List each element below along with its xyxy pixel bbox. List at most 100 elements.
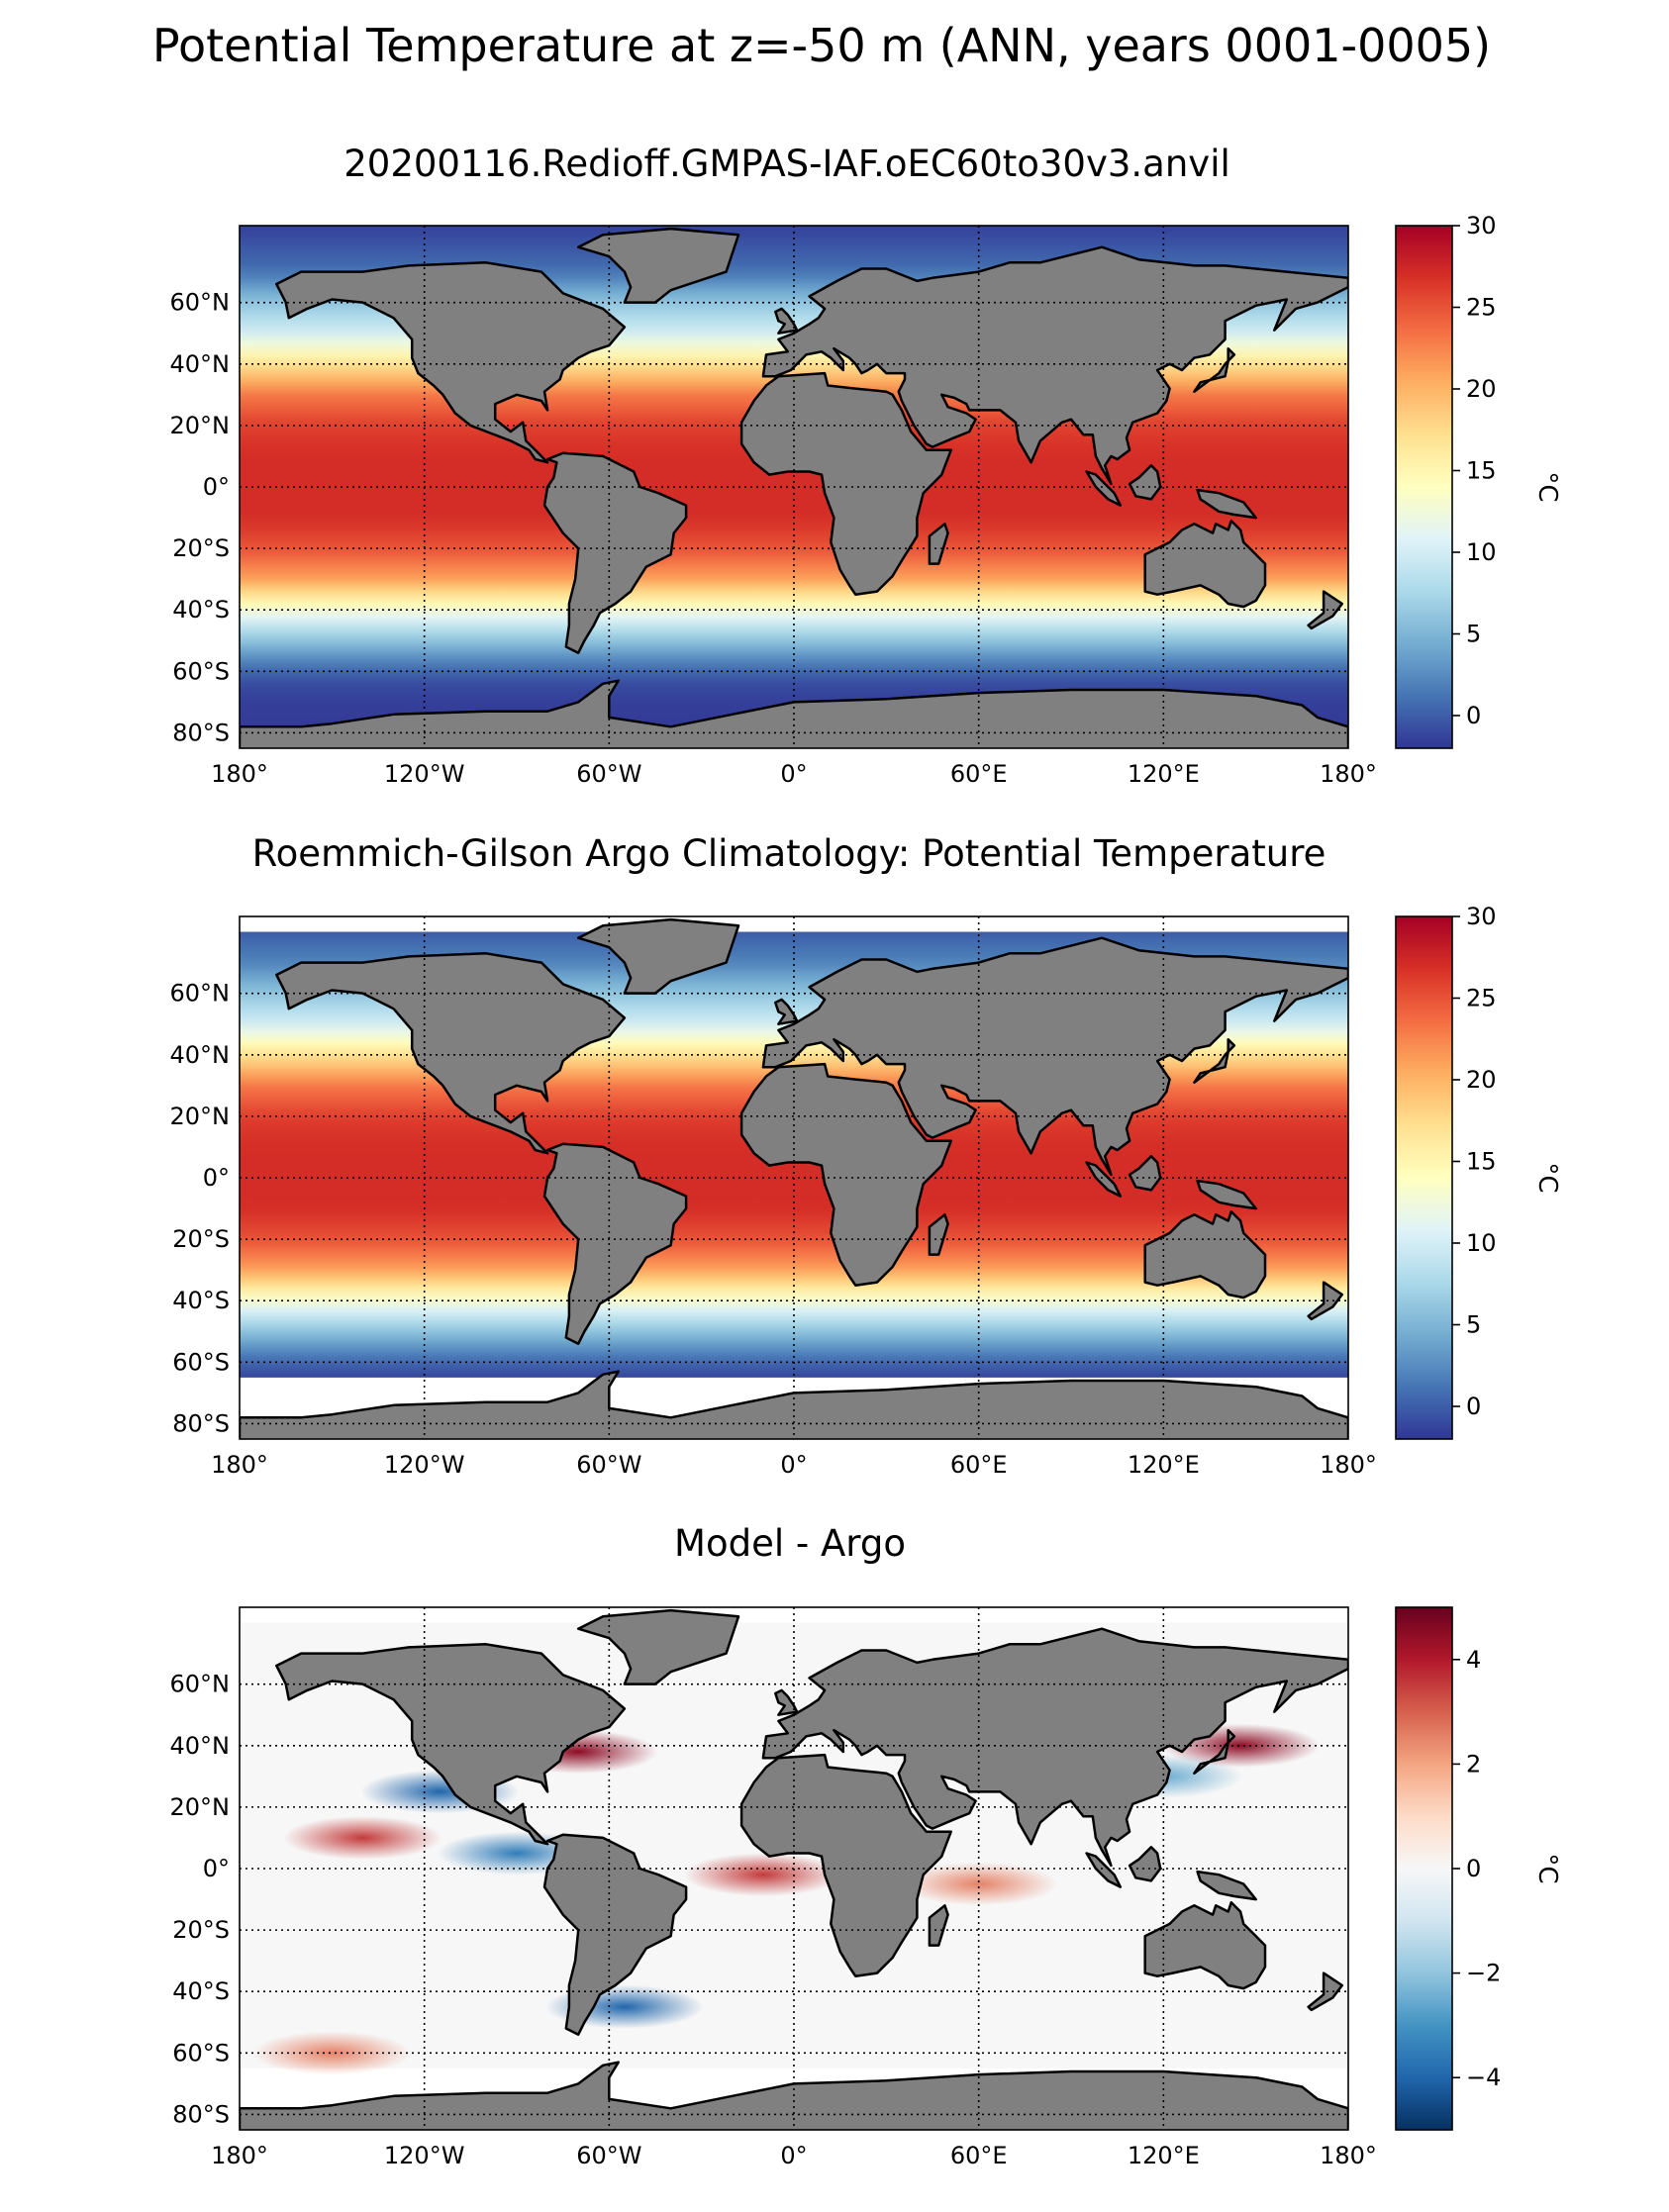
uk-land [774,998,799,1025]
gridlines [240,916,1348,1439]
panel-1-colorbar-label: °C [1532,471,1562,502]
y-tick-label: 20°S [172,1225,230,1253]
new-zealand-land [1307,1972,1344,2012]
x-tick-label: 120°E [1128,760,1200,788]
colorbar-tick-label: 10 [1466,538,1497,566]
x-tick-label: 180° [211,2142,268,2169]
y-tick-label: 40°N [170,1041,231,1069]
y-tick-label: 20°N [170,1103,231,1130]
colorbar-tick-label: 25 [1466,985,1497,1012]
x-tick-label: 60°E [950,2142,1008,2169]
map-frame [239,915,1349,1440]
eurasia-land [761,245,1348,486]
new-zealand-land [1307,590,1344,630]
panel-3-title: Model - Argo [674,1522,906,1565]
south-america-land [542,1142,688,1345]
colorbar-tick-label: 5 [1466,1311,1481,1339]
y-tick-label: 60°N [170,1671,231,1698]
panel-2-colorbar: 0 5 10 15 20 25 30 [1395,903,1497,1440]
madagascar-land [928,523,949,565]
colorbar-tick-label: 4 [1466,1646,1481,1674]
y-tick-label: 40°N [170,350,231,378]
colorbar-tick-label: −2 [1466,1960,1501,1987]
y-tick-label: 60°N [170,980,231,1008]
y-tick-label: 80°S [172,2100,230,2128]
borneo-land [1128,1155,1162,1192]
x-tick-label: 60°E [950,1451,1008,1479]
colorbar-tick-label: 20 [1466,1066,1497,1094]
map-frame [239,225,1349,749]
north-america-land [275,261,627,464]
x-tick-label: 60°E [950,760,1008,788]
new-zealand-land [1307,1281,1344,1321]
eurasia-land [761,1627,1348,1868]
australia-land [1143,1900,1267,1990]
colorbar-tick-label: −4 [1466,2064,1501,2091]
panel-2-title: Roemmich-Gilson Argo Climatology: Potent… [252,832,1326,875]
y-tick-label: 80°S [172,719,230,746]
greenland-land [576,917,740,995]
colorbar-tick-label: 5 [1466,621,1481,648]
y-tick-label: 20°N [170,412,231,439]
new-guinea-land [1196,488,1257,520]
y-tick-label: 40°N [170,1732,231,1760]
x-tick-label: 0° [780,2142,807,2169]
anomaly-mark [252,2031,412,2075]
map-frame [239,1606,1349,2131]
x-tick-label: 180° [1320,760,1377,788]
australia-land [1143,1209,1267,1299]
new-guinea-land [1196,1179,1257,1210]
panel-3-colorbar: −4 −2 0 2 4 [1395,1606,1501,2131]
anomaly-mark [683,1853,842,1897]
colorbar [1395,225,1453,749]
y-tick-label: 60°S [172,1348,230,1376]
uk-land [774,307,799,335]
y-tick-label: 0° [203,473,230,501]
x-tick-label: 180° [1320,2142,1377,2169]
anomaly-mark [899,1862,1058,1906]
colorbar-tick-label: 0 [1466,1393,1481,1420]
madagascar-land [928,1213,949,1256]
north-america-land [275,952,627,1155]
panel-1: 20200116.Redioff.GMPAS-IAF.oEC60to30v3.a… [170,143,1563,788]
japan-land [1193,1728,1236,1775]
x-tick-label: 120°W [384,1451,465,1479]
panel-1-map: 60°N 40°N 20°N 0° 20°S 40°S 60°S 80°S 180° 120°W 6… [170,225,1377,788]
y-tick-label: 40°S [172,596,230,624]
gridlines [240,226,1348,748]
y-tick-label: 40°S [172,1977,230,2005]
x-tick-label: 180° [211,1451,268,1479]
y-tick-label: 20°S [172,1916,230,1944]
colorbar-tick-label: 0 [1466,702,1481,729]
greenland-land [576,1608,740,1685]
x-tick-label: 120°E [1128,1451,1200,1479]
colorbar-tick-label: 30 [1466,903,1497,930]
colorbar [1395,915,1453,1440]
panel-2-map: 60°N 40°N 20°N 0° 20°S 40°S 60°S 80°S 180° 120°W 6… [170,915,1377,1479]
x-tick-label: 120°E [1128,2142,1200,2169]
x-tick-label: 0° [780,1451,807,1479]
panel-3-colorbar-label: °C [1532,1853,1562,1883]
y-tick-label: 60°N [170,289,231,317]
x-tick-label: 120°W [384,2142,465,2169]
colorbar-tick-label: 25 [1466,294,1497,322]
japan-land [1193,346,1236,393]
suptitle: Potential Temperature at z=-50 m (ANN, y… [152,19,1491,72]
madagascar-land [928,1904,949,1947]
colorbar [1395,1606,1453,2131]
greenland-land [576,227,740,304]
colorbar-tick-label: 0 [1466,1855,1481,1882]
new-guinea-land [1196,1870,1257,1901]
anomaly-mark [283,1815,442,1860]
y-tick-label: 0° [203,1855,230,1882]
panel-2-colorbar-label: °C [1532,1162,1562,1193]
borneo-land [1128,464,1162,501]
colorbar-tick-label: 15 [1466,1148,1497,1176]
panel-1-field [240,226,1348,748]
colorbar-tick-label: 2 [1466,1750,1481,1778]
x-tick-label: 60°W [576,1451,641,1479]
panel-1-title: 20200116.Redioff.GMPAS-IAF.oEC60to30v3.a… [344,143,1230,185]
colorbar-tick-label: 10 [1466,1229,1497,1257]
y-tick-label: 0° [203,1164,230,1192]
